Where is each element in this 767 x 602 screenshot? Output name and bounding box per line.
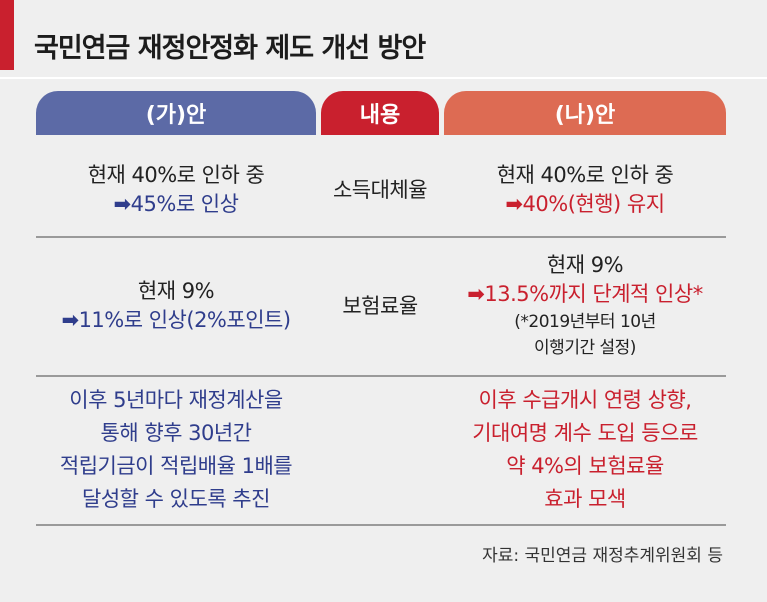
row2-plan-b-change-text: 13.5%까지 단계적 인상* xyxy=(484,282,703,306)
row1-plan-a-cell: 현재 40%로 인하 중 ➡45%로 인상 xyxy=(36,145,316,235)
summary-plan-a-line: 이후 5년마다 재정계산을 xyxy=(69,388,283,412)
row1-category: 소득대체율 xyxy=(332,177,428,202)
arrow-right-icon: ➡ xyxy=(113,192,132,216)
row1-plan-a-change: ➡45%로 인상 xyxy=(114,190,239,219)
row1-plan-b-change: ➡40%(현행) 유지 xyxy=(505,190,666,219)
title-accent-bar xyxy=(0,0,14,70)
row1-plan-b-change-text: 40%(현행) 유지 xyxy=(522,192,666,216)
summary-plan-a-line: 달성할 수 있도록 추진 xyxy=(82,487,270,511)
summary-plan-a-line: 적립기금이 적립배율 1배를 xyxy=(59,454,293,478)
summary-plan-a: 이후 5년마다 재정계산을 통해 향후 30년간 적립기금이 적립배율 1배를 … xyxy=(36,379,316,521)
row2-plan-b-change: ➡13.5%까지 단계적 인상* xyxy=(467,280,703,309)
arrow-right-icon: ➡ xyxy=(505,192,523,216)
summary-plan-b-line: 기대여명 계수 도입 등으로 xyxy=(472,421,698,445)
row2-category: 보험료율 xyxy=(342,293,418,318)
row2-plan-a-change-text: 11%로 인상(2%포인트) xyxy=(78,308,291,332)
summary-plan-b-line: 이후 수급개시 연령 상향, xyxy=(478,388,692,412)
summary-plan-b: 이후 수급개시 연령 상향, 기대여명 계수 도입 등으로 약 4%의 보험료율… xyxy=(444,379,726,521)
row1-category-cell: 소득대체율 xyxy=(321,145,439,235)
arrow-right-icon: ➡ xyxy=(467,282,485,306)
summary-plan-b-line: 약 4%의 보험료율 xyxy=(506,454,664,478)
row2-category-cell: 보험료율 xyxy=(321,240,439,372)
row1-plan-b-cell: 현재 40%로 인하 중 ➡40%(현행) 유지 xyxy=(444,145,726,235)
header-plan-a: (가)안 xyxy=(36,91,316,135)
row2-plan-b-note-line1: (*2019년부터 10년 xyxy=(514,312,656,332)
summary-plan-a-line: 통해 향후 30년간 xyxy=(100,421,253,445)
header-plan-b: (나)안 xyxy=(444,91,726,135)
row1-plan-a-change-text: 45%로 인상 xyxy=(130,192,239,216)
row2-plan-a-change: ➡11%로 인상(2%포인트) xyxy=(61,306,291,335)
row2-plan-a-cell: 현재 9% ➡11%로 인상(2%포인트) xyxy=(36,240,316,372)
arrow-right-icon: ➡ xyxy=(61,308,79,332)
title-divider xyxy=(0,77,767,79)
row2-plan-b-cell: 현재 9% ➡13.5%까지 단계적 인상* (*2019년부터 10년 이행기… xyxy=(444,240,726,372)
row-divider xyxy=(36,375,726,377)
row1-plan-a-current: 현재 40%로 인하 중 xyxy=(87,163,265,187)
source-note: 자료: 국민연금 재정추계위원회 등 xyxy=(482,546,723,566)
row1-plan-b-current: 현재 40%로 인하 중 xyxy=(496,163,674,187)
header-content: 내용 xyxy=(321,91,439,135)
table-bottom-rule xyxy=(36,524,726,526)
row-divider xyxy=(36,236,726,238)
summary-plan-b-line: 효과 모색 xyxy=(544,487,626,511)
page-title: 국민연금 재정안정화 제도 개선 방안 xyxy=(34,33,426,64)
row2-plan-a-current: 현재 9% xyxy=(137,279,215,303)
row2-plan-b-note-line2: 이행기간 설정) xyxy=(534,338,636,358)
row2-plan-b-current: 현재 9% xyxy=(546,253,624,277)
